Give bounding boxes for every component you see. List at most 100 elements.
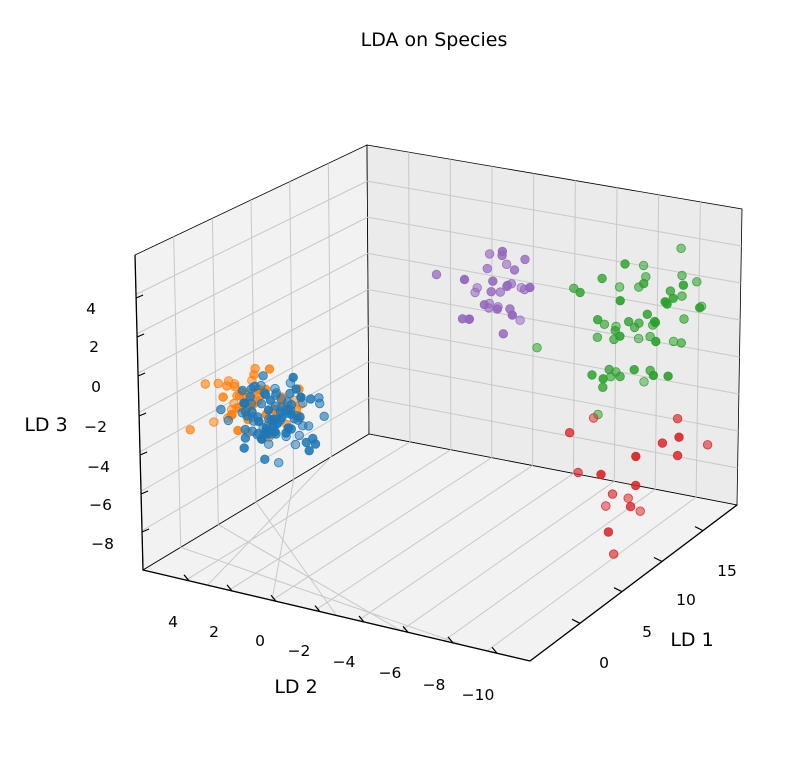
data-point: [251, 382, 260, 391]
data-point: [507, 280, 516, 289]
data-point: [602, 502, 611, 511]
data-point: [289, 373, 298, 382]
data-point: [658, 439, 667, 448]
data-point: [480, 300, 489, 309]
data-point: [679, 281, 688, 290]
x-tick-label: 10: [676, 591, 696, 609]
data-point: [678, 271, 687, 280]
y-tick-label: 4: [168, 613, 178, 631]
z-axis-label: LD 3: [24, 414, 67, 436]
z-tick-label: −8: [91, 535, 114, 553]
data-point: [624, 317, 633, 326]
data-point: [274, 458, 283, 467]
data-point: [610, 335, 619, 344]
data-point: [609, 550, 618, 559]
data-point: [265, 365, 274, 374]
data-point: [302, 438, 311, 447]
data-point: [291, 440, 300, 449]
data-point: [241, 434, 250, 443]
data-point: [432, 270, 441, 279]
data-point: [286, 389, 295, 398]
data-point: [494, 303, 503, 312]
data-point: [287, 410, 296, 419]
data-point: [224, 416, 233, 425]
data-point: [246, 392, 255, 401]
z-tick-labels: 4 2 0 −2 −4 −6 −8: [84, 300, 114, 553]
data-point: [616, 372, 625, 381]
data-point: [502, 260, 511, 269]
data-point: [471, 288, 480, 297]
data-point: [634, 334, 643, 343]
data-point: [695, 303, 704, 312]
z-tick-label: 2: [89, 338, 99, 356]
data-point: [677, 339, 686, 348]
data-point: [269, 415, 278, 424]
data-point: [297, 393, 306, 402]
data-point: [703, 441, 712, 450]
data-point: [589, 414, 598, 423]
data-point: [295, 431, 304, 440]
z-tick-label: −6: [89, 496, 112, 514]
data-point: [574, 468, 583, 477]
data-point: [253, 413, 262, 422]
data-point: [483, 264, 492, 273]
data-point: [621, 260, 630, 269]
y-tick-label: −6: [379, 664, 402, 682]
data-point: [510, 266, 519, 275]
data-point: [315, 394, 324, 403]
data-point: [283, 398, 292, 407]
x-tick-label: 5: [642, 623, 652, 641]
data-point: [626, 502, 635, 511]
data-point: [599, 383, 608, 392]
data-point: [499, 330, 508, 339]
z-tick-label: −2: [84, 418, 107, 436]
data-point: [588, 371, 597, 380]
z-tick-label: 4: [86, 300, 96, 318]
data-point: [460, 275, 469, 284]
data-point: [489, 277, 498, 286]
data-point: [264, 440, 273, 449]
data-point: [465, 315, 474, 324]
data-point: [272, 389, 281, 398]
data-point: [508, 311, 517, 320]
data-point: [646, 332, 655, 341]
data-point: [217, 405, 226, 414]
data-point: [306, 395, 315, 404]
data-point: [616, 296, 625, 305]
data-point: [498, 247, 507, 256]
data-point: [520, 285, 529, 294]
data-point: [496, 288, 505, 297]
data-point: [516, 316, 525, 325]
data-point: [214, 379, 223, 388]
z-tick-label: 0: [91, 378, 101, 396]
data-point: [673, 414, 682, 423]
data-point: [693, 278, 702, 287]
data-point: [630, 365, 639, 374]
y-tick-label: −10: [462, 686, 495, 704]
x-tick-label: 15: [717, 562, 737, 580]
data-point: [615, 283, 624, 292]
data-point: [565, 428, 574, 437]
data-point: [219, 393, 228, 402]
data-point: [677, 244, 686, 253]
data-point: [631, 481, 640, 490]
data-point: [593, 333, 602, 342]
data-point: [651, 318, 660, 327]
data-point: [646, 366, 655, 375]
data-point: [600, 320, 609, 329]
data-point: [576, 288, 585, 297]
data-point: [673, 451, 682, 460]
data-point: [304, 422, 313, 431]
data-point: [604, 528, 613, 537]
data-point: [521, 255, 530, 264]
data-point: [485, 250, 494, 259]
data-point: [639, 261, 648, 270]
data-point: [533, 343, 542, 352]
data-point: [643, 310, 652, 319]
data-point: [680, 315, 689, 324]
y-axis-label: LD 2: [274, 676, 317, 698]
data-point: [635, 283, 644, 292]
data-point: [666, 287, 675, 296]
